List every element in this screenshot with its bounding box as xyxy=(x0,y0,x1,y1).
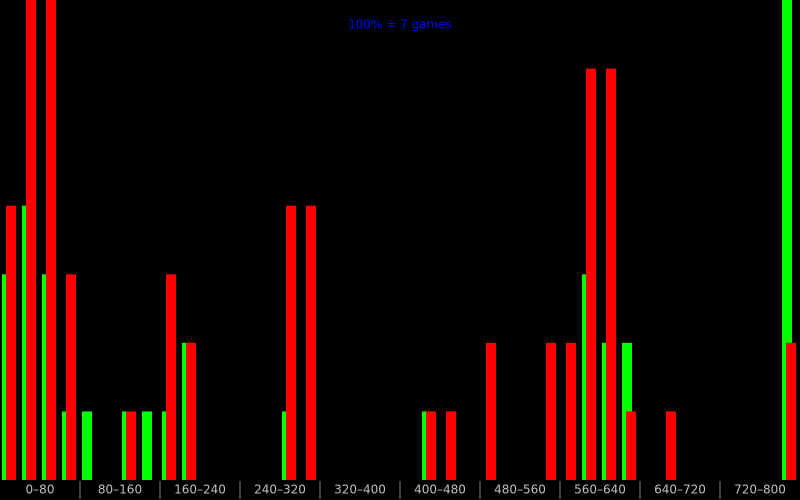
x-tick-label: 400–480 xyxy=(414,483,466,497)
bar xyxy=(486,342,496,480)
bar xyxy=(66,274,76,480)
bar xyxy=(82,411,92,480)
bar xyxy=(126,411,136,480)
bar xyxy=(446,411,456,480)
x-tick-label: 320–400 xyxy=(334,483,386,497)
chart-title: 100% = 7 games xyxy=(348,18,452,32)
bar xyxy=(186,342,196,480)
x-tick-label: 720–800 xyxy=(734,483,786,497)
bar xyxy=(606,68,616,481)
bar xyxy=(6,205,16,480)
bar xyxy=(426,411,436,480)
bar xyxy=(586,68,596,481)
x-tick-label: 640–720 xyxy=(654,483,706,497)
bar xyxy=(26,0,36,480)
bar xyxy=(546,342,556,480)
bar xyxy=(46,0,56,480)
bar xyxy=(566,342,576,480)
x-tick-label: 0–80 xyxy=(26,483,55,497)
bar xyxy=(166,274,176,480)
x-tick-label: 480–560 xyxy=(494,483,546,497)
x-tick-label: 80–160 xyxy=(98,483,142,497)
bar xyxy=(786,342,796,480)
x-tick-label: 560–640 xyxy=(574,483,626,497)
bar xyxy=(782,0,792,480)
bar xyxy=(286,205,296,480)
bar xyxy=(306,205,316,480)
bar xyxy=(626,411,636,480)
bar xyxy=(142,411,152,480)
bar xyxy=(666,411,676,480)
x-tick-label: 240–320 xyxy=(254,483,306,497)
x-tick-label: 160–240 xyxy=(174,483,226,497)
